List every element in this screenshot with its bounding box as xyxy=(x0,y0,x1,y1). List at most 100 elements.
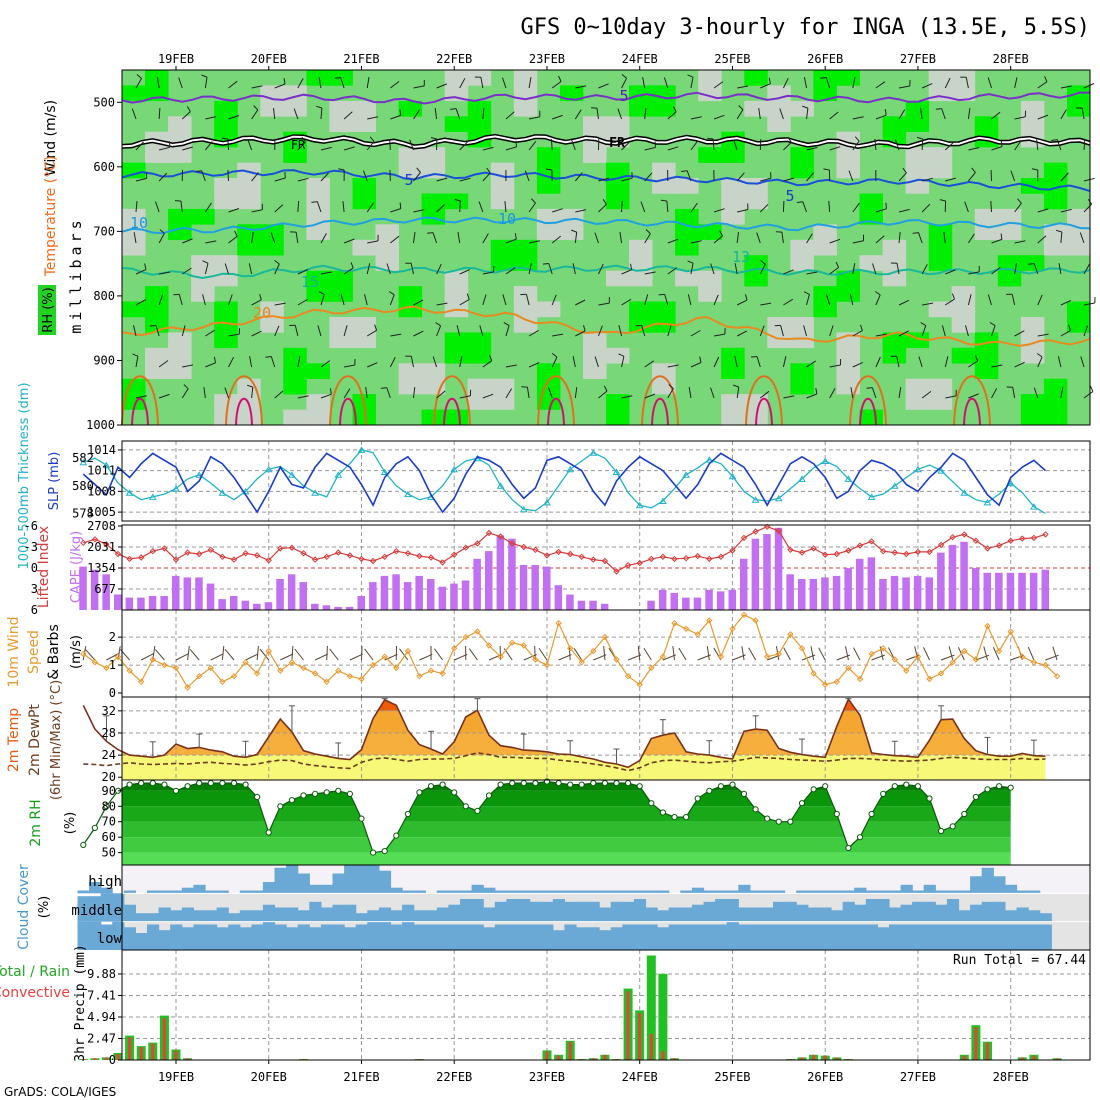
wind-barb xyxy=(643,647,652,661)
wind-barb-feather xyxy=(253,105,259,111)
rh-cell xyxy=(237,162,261,179)
rh-cell xyxy=(444,70,469,86)
cloud-cell xyxy=(761,890,774,894)
wind-barb-feather xyxy=(489,355,493,361)
rh-cell xyxy=(283,147,307,163)
rh-cell xyxy=(744,255,768,271)
wind-barb xyxy=(1014,77,1018,89)
rh-cell xyxy=(790,378,814,395)
wind-barb-feather xyxy=(399,202,402,209)
rh2m-marker xyxy=(288,797,295,804)
cape-bar xyxy=(600,603,609,610)
rh2m-marker xyxy=(451,789,458,796)
wind-barb-feather xyxy=(672,106,677,113)
cloud-cell xyxy=(262,882,276,894)
wind-barb xyxy=(548,263,553,275)
wind-barb xyxy=(202,294,206,306)
wind-barb-feather xyxy=(330,388,332,395)
precip-convective-label: Convective xyxy=(0,985,70,1001)
lifted-index-marker xyxy=(810,545,817,552)
wind-barb xyxy=(297,356,301,368)
thickness-marker xyxy=(937,467,945,474)
wind-barb xyxy=(964,201,969,213)
rh2m-marker xyxy=(172,787,180,794)
rh-cell xyxy=(421,147,446,163)
wind-barb xyxy=(598,204,607,213)
wind-barb xyxy=(155,325,160,337)
cloud-cell xyxy=(784,901,797,922)
rh-cell xyxy=(790,147,814,163)
date-label-top: 27FEB xyxy=(900,52,936,66)
rh-cell xyxy=(652,100,676,117)
wind-barb xyxy=(523,654,537,661)
wind-barb xyxy=(825,77,831,89)
wind-barb xyxy=(1083,391,1094,399)
wind-barb xyxy=(340,294,345,306)
wind-tick-label: 2 xyxy=(109,630,116,644)
rh-cell xyxy=(352,409,376,426)
rh2m-marker xyxy=(845,844,852,852)
rh-cell xyxy=(444,347,469,364)
lifted-index-marker xyxy=(1007,537,1014,544)
thickness-marker xyxy=(519,505,528,513)
rh-cell xyxy=(398,147,423,163)
wind-barb xyxy=(571,139,576,151)
wind-speed-marker xyxy=(659,653,667,660)
cloud-cell xyxy=(158,890,171,894)
cape-bar xyxy=(276,579,284,610)
precip-tick-label: 4.94 xyxy=(87,1010,116,1024)
cape-bar xyxy=(925,577,933,610)
rh-cell xyxy=(191,286,215,302)
lifted-index-marker xyxy=(242,550,249,557)
rh-cell xyxy=(536,363,561,379)
wind-barb xyxy=(457,232,461,244)
lifted-index-marker xyxy=(485,529,493,537)
wind-barb xyxy=(644,108,647,120)
wind-barb-feather xyxy=(583,325,586,332)
wind-barb xyxy=(410,356,414,368)
wind-barb xyxy=(528,263,532,275)
rh-cell xyxy=(583,147,607,163)
rh-cell xyxy=(606,409,630,426)
rh-cell xyxy=(145,301,169,318)
rh-cell xyxy=(329,317,353,333)
rh-cell xyxy=(974,224,999,240)
cloud-cell xyxy=(494,890,507,894)
cloud-cell xyxy=(854,887,867,894)
cloud-cell xyxy=(819,890,832,894)
thickness-tick-label: 582 xyxy=(72,451,94,465)
rh2m-marker xyxy=(439,781,446,788)
cape-bar xyxy=(392,574,400,610)
wind-barb xyxy=(479,325,484,337)
rh2m-marker xyxy=(706,787,713,794)
cape-bar xyxy=(809,579,818,610)
lifted-index-marker xyxy=(80,539,87,547)
wind-barb xyxy=(459,356,463,368)
wind-barb xyxy=(734,356,738,368)
rh-cell xyxy=(675,270,699,287)
date-label-bottom: 26FEB xyxy=(807,1070,843,1084)
cloud-cell xyxy=(552,890,565,894)
wind-barb xyxy=(617,108,623,120)
cloud-cell xyxy=(610,901,623,922)
cloud-cell xyxy=(216,907,229,922)
wind-barb xyxy=(621,177,633,182)
lifted-index-marker xyxy=(590,556,597,563)
lifted-index-marker xyxy=(265,557,272,564)
cloud-cell xyxy=(889,890,902,894)
wind-barb-feather xyxy=(514,233,517,240)
wind-barb xyxy=(155,201,160,213)
wind-speed-marker xyxy=(578,659,585,666)
wind-barb xyxy=(158,107,161,120)
wind-barb xyxy=(687,294,692,306)
rh-cell xyxy=(214,100,238,117)
lifted-index-marker xyxy=(566,550,574,558)
wind-speed-marker xyxy=(497,653,504,660)
wind-barb xyxy=(182,238,193,244)
wind-barb xyxy=(409,139,414,151)
rh-cell xyxy=(145,347,169,364)
wind-barb xyxy=(688,387,692,399)
wind-barb-feather xyxy=(687,260,694,264)
cape-bar xyxy=(311,603,319,610)
rh-cell xyxy=(974,363,999,379)
